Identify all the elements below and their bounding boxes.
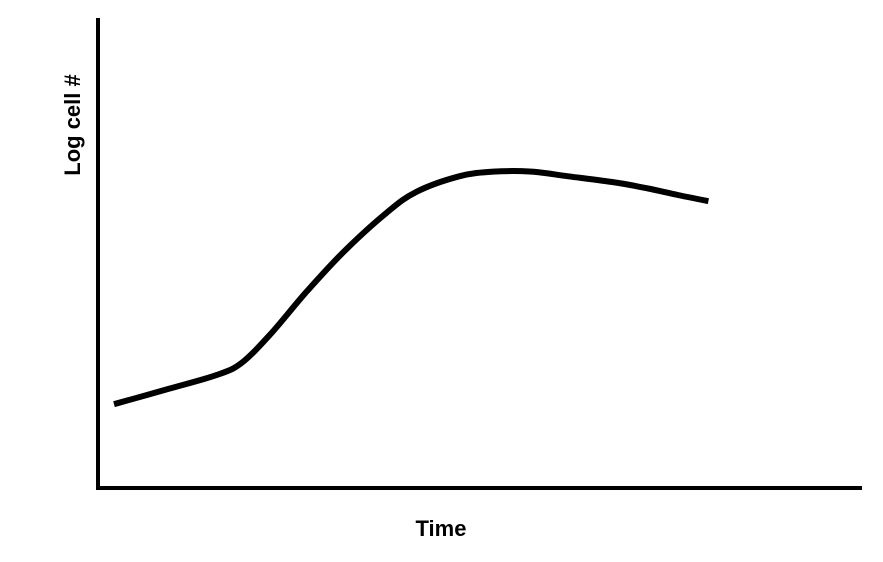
growth-curve-line-0	[113, 168, 709, 408]
x-axis-label: Time	[416, 516, 467, 541]
plot-area	[96, 18, 862, 490]
y-axis-label: Log cell #	[60, 74, 85, 175]
series-layer	[113, 168, 709, 408]
